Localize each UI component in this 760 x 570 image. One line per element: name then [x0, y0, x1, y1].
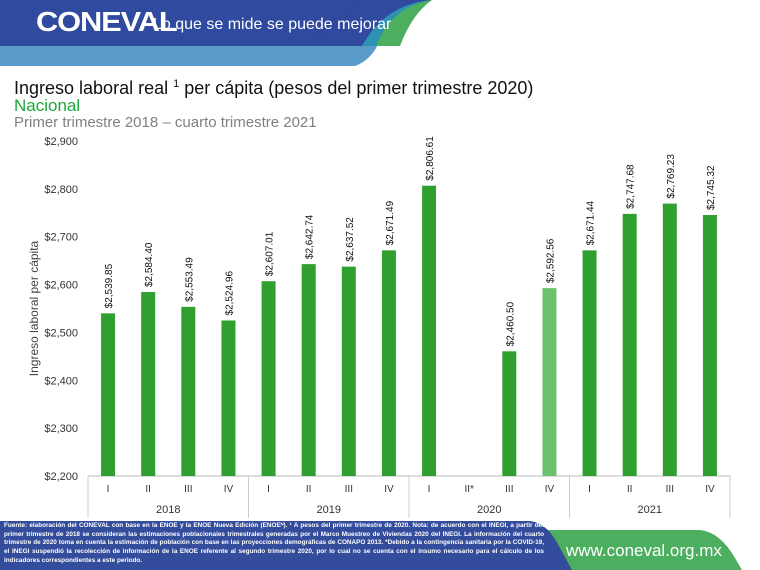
data-label: $2,553.49 — [184, 257, 195, 302]
x-tick-label: III — [184, 484, 192, 495]
x-tick-label: II* — [464, 484, 474, 495]
bar — [101, 313, 116, 476]
bar-chart: $2,200 $2,300 $2,400 $2,500 $2,600 $2,700 $2,8… — [27, 136, 731, 518]
x-tick-label: III — [666, 484, 674, 495]
bar — [141, 292, 156, 476]
header-banner — [0, 0, 432, 66]
data-label: $2,671.44 — [586, 200, 597, 245]
website-link[interactable]: www.coneval.org.mx — [566, 541, 722, 560]
bar — [381, 250, 396, 476]
data-label: $2,745.32 — [706, 165, 717, 210]
y-tick-label: $2,600 — [44, 280, 78, 292]
data-label: $2,769.23 — [666, 154, 677, 199]
bar — [542, 288, 557, 476]
data-label: $2,671.49 — [385, 200, 396, 245]
data-label: $2,607.01 — [265, 231, 276, 276]
bar — [622, 213, 637, 476]
data-label: $2,747.68 — [626, 164, 637, 209]
x-group-label: 2019 — [317, 504, 341, 516]
y-tick-label: $2,900 — [44, 136, 78, 148]
bar — [261, 281, 276, 476]
x-tick-label: I — [588, 484, 591, 495]
y-tick-label: $2,300 — [44, 423, 78, 435]
bar — [422, 185, 437, 476]
slogan: Lo que se mide se puede mejorar — [153, 16, 392, 33]
data-label: $2,642.74 — [305, 214, 316, 259]
bar — [662, 203, 677, 477]
x-tick-label: IV — [224, 484, 234, 495]
x-tick-label: II — [145, 484, 151, 495]
x-tick-label: III — [345, 484, 353, 495]
chart-region: Nacional — [14, 96, 81, 115]
bar — [341, 266, 356, 476]
x-group-label: 2021 — [638, 504, 662, 516]
coneval-logo: CONEVAL — [36, 6, 178, 37]
bar — [221, 320, 236, 476]
bar — [502, 351, 517, 476]
x-group-label: 2018 — [156, 504, 180, 516]
y-tick-label: $2,400 — [44, 375, 78, 387]
x-tick-label: I — [107, 484, 110, 495]
x-tick-label: II — [306, 484, 312, 495]
y-tick-label: $2,200 — [44, 471, 78, 483]
data-label: $2,539.85 — [104, 263, 115, 308]
x-tick-label: I — [267, 484, 270, 495]
x-tick-label: I — [428, 484, 431, 495]
x-tick-label: IV — [545, 484, 555, 495]
y-tick-label: $2,800 — [44, 184, 78, 196]
bar — [181, 306, 196, 476]
chart-period: Primer trimestre 2018 – cuarto trimestre… — [14, 114, 317, 131]
y-tick-label: $2,500 — [44, 327, 78, 339]
x-tick-label: IV — [384, 484, 394, 495]
x-tick-label: III — [505, 484, 513, 495]
data-label: $2,584.40 — [144, 242, 155, 287]
y-axis-label: Ingreso laboral per cápita — [27, 240, 41, 376]
footer-band — [0, 521, 742, 570]
x-tick-label: IV — [705, 484, 715, 495]
y-tick-label: $2,700 — [44, 232, 78, 244]
data-label: $2,460.50 — [505, 301, 516, 346]
bar — [582, 250, 597, 476]
x-tick-label: II — [627, 484, 633, 495]
bar — [702, 215, 717, 476]
data-label: $2,806.61 — [425, 136, 436, 181]
data-label: $2,524.96 — [224, 271, 235, 316]
chart-title: Ingreso laboral real 1 per cápita (pesos… — [14, 78, 534, 98]
data-label: $2,637.52 — [345, 217, 356, 262]
footer-note: Fuente: elaboración del CONEVAL con base… — [4, 522, 544, 564]
x-group-label: 2020 — [477, 504, 501, 516]
bar — [301, 264, 316, 476]
data-label: $2,592.56 — [545, 238, 556, 283]
